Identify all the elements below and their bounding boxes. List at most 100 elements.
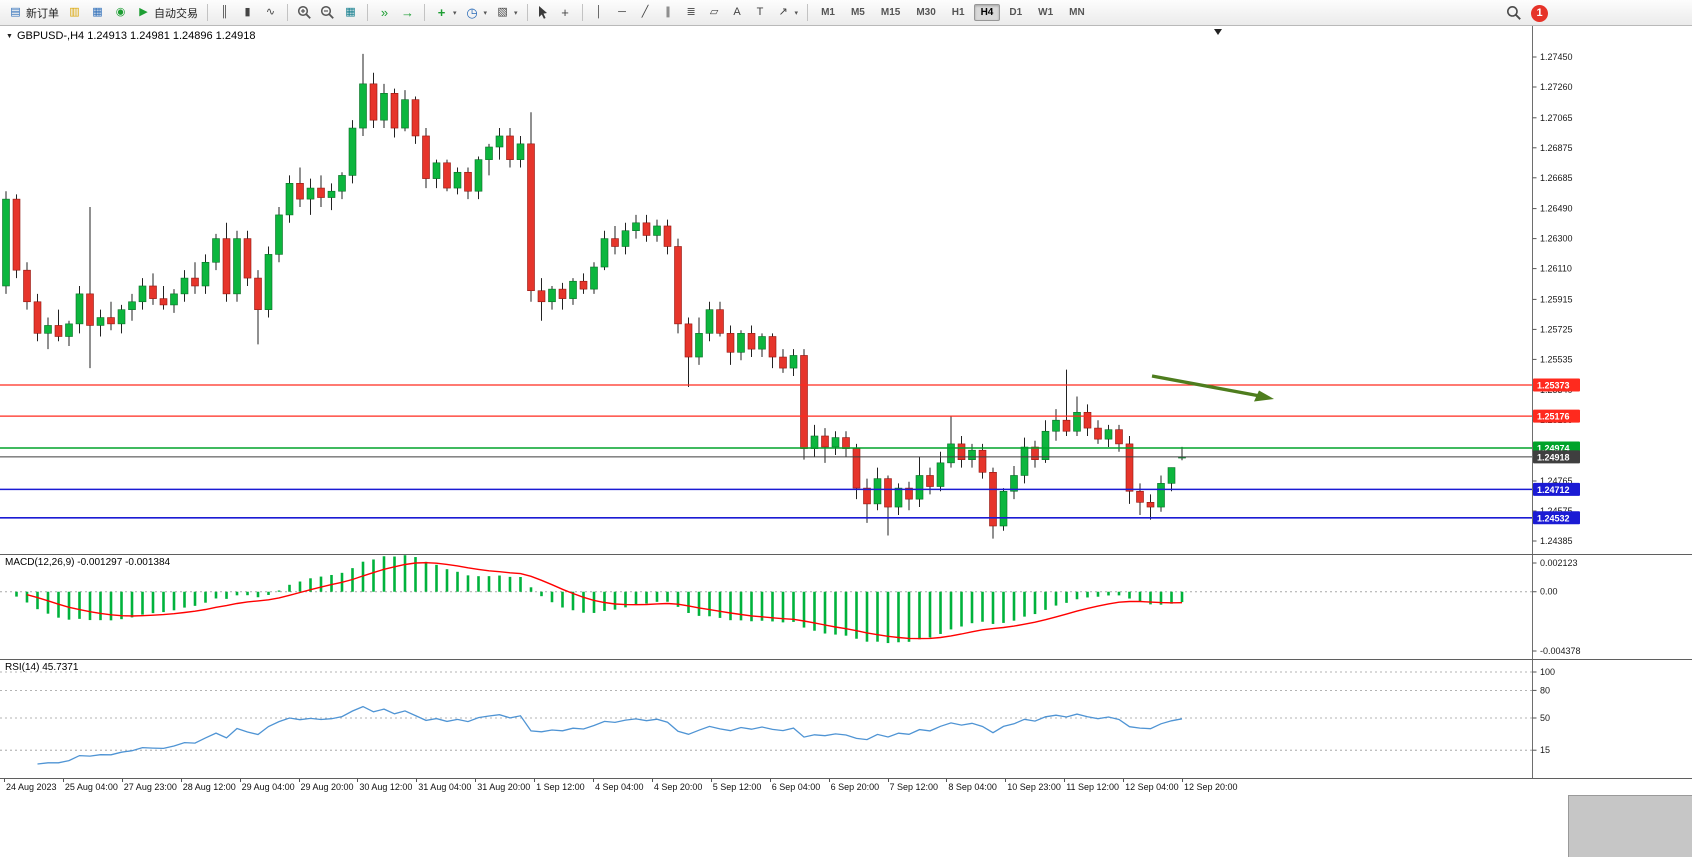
candle-body xyxy=(558,288,567,299)
profiles-button[interactable]: ▥ xyxy=(63,2,86,24)
price-tick-label: 1.24765 xyxy=(1540,476,1573,486)
timeframe-button-h1[interactable]: H1 xyxy=(951,7,965,18)
candle-body xyxy=(831,437,840,448)
cursor-button[interactable] xyxy=(533,2,554,24)
new-order-label: 新订单 xyxy=(26,7,59,20)
tile-windows-button[interactable]: ▦ xyxy=(339,2,362,24)
price-tick-label: 1.27450 xyxy=(1540,52,1573,62)
candle-body xyxy=(149,285,157,299)
time-tick-mark xyxy=(180,779,182,782)
candle-body xyxy=(75,293,84,325)
time-axis-label: 6 Sep 04:00 xyxy=(771,782,821,792)
vertical-line-icon: │ xyxy=(595,6,603,18)
candle-body xyxy=(527,143,535,292)
timeframe-button-d1[interactable]: D1 xyxy=(1009,7,1023,18)
zoom-out-icon xyxy=(320,5,334,19)
macd-tick-label: -0.004378 xyxy=(1540,646,1581,656)
candle-body xyxy=(96,317,105,326)
timeframe-button-m5[interactable]: M5 xyxy=(850,7,865,18)
auto-scroll-button[interactable]: → xyxy=(396,2,419,24)
candle-body xyxy=(390,93,399,129)
news-button[interactable]: ◉ xyxy=(109,2,132,24)
timeframe-button-m1[interactable]: M1 xyxy=(821,7,835,18)
candle-body xyxy=(128,301,136,310)
trend-arrow[interactable] xyxy=(1151,374,1261,398)
price-level-badge-label: 1.24712 xyxy=(1537,485,1570,495)
arrows-button[interactable]: ↗ ▾ xyxy=(772,2,803,24)
candle-body xyxy=(65,323,73,337)
chart-shift-button[interactable]: » xyxy=(373,2,396,24)
candle-body xyxy=(695,333,703,358)
price-tick-label: 1.27065 xyxy=(1540,113,1573,123)
candlestick-chart[interactable]: 1.27450 1.27260 1.27065 1.26875 1.26685 1.264… xyxy=(0,26,1692,554)
toolbar-separator xyxy=(367,4,368,21)
templates-button[interactable]: ▧ ▾ xyxy=(491,2,522,24)
crosshair-button[interactable]: + xyxy=(554,2,577,24)
candle-body xyxy=(1041,430,1050,460)
price-tick-label: 1.24575 xyxy=(1540,506,1573,516)
search-icon[interactable] xyxy=(1506,5,1522,21)
timeframe-button-mn[interactable]: MN xyxy=(1069,7,1085,18)
auto-trading-button[interactable]: ▶ 自动交易 xyxy=(132,2,202,24)
channel-button[interactable]: ∥ xyxy=(657,2,680,24)
notification-badge[interactable]: 1 xyxy=(1531,4,1548,22)
periods-button[interactable]: ◷ ▾ xyxy=(461,2,492,24)
macd-label: MACD(12,26,9) -0.001297 -0.001384 xyxy=(5,557,171,568)
chart-shift-marker[interactable] xyxy=(1214,29,1222,35)
toolbar-separator xyxy=(424,4,425,21)
rsi-chart[interactable]: 100 80 50 15 xyxy=(0,660,1692,778)
vertical-line-button[interactable]: │ xyxy=(588,2,611,24)
data-window-icon: ▦ xyxy=(92,6,103,18)
macd-panel[interactable]: MACD(12,26,9) -0.001297 -0.001384 0.0021… xyxy=(0,554,1692,659)
text-button[interactable]: A xyxy=(726,2,749,24)
price-tick-label: 1.26110 xyxy=(1540,264,1572,274)
text-label-button[interactable]: T xyxy=(749,2,772,24)
data-window-button[interactable]: ▦ xyxy=(86,2,109,24)
timeframe-group: M1 M5 M15 M30 H1 H4 D1 W1 MN xyxy=(813,4,1093,21)
rsi-panel[interactable]: RSI(14) 45.7371 100 80 50 15 xyxy=(0,659,1692,778)
price-level-badge xyxy=(1533,378,1580,392)
time-axis[interactable]: 24 Aug 2023 25 Aug 04:00 27 Aug 23:00 28 Au… xyxy=(0,778,1692,795)
zoom-in-button[interactable] xyxy=(293,2,316,24)
shapes-button[interactable]: ▱ xyxy=(703,2,726,24)
line-chart-button[interactable]: ∿ xyxy=(259,2,282,24)
candle-body xyxy=(1115,429,1123,445)
candle-body xyxy=(401,99,409,129)
trendline-button[interactable]: ╱ xyxy=(634,2,657,24)
main-chart-panel[interactable]: ▼ GBPUSD-,H4 1.24913 1.24981 1.24896 1.2… xyxy=(0,26,1692,554)
text-icon: A xyxy=(733,6,741,18)
time-axis-label: 24 Aug 2023 xyxy=(6,782,57,792)
macd-chart[interactable]: 0.002123 0.00 -0.004378 xyxy=(0,555,1692,659)
timeframe-button-h4[interactable]: H4 xyxy=(973,4,1001,21)
add-indicator-button[interactable]: + ▾ xyxy=(430,2,461,24)
horizontal-line-button[interactable]: ─ xyxy=(611,2,634,24)
candlestick-chart-button[interactable]: ▮ xyxy=(236,2,259,24)
candle-body xyxy=(212,238,220,263)
rsi-tick-label: 15 xyxy=(1540,745,1550,755)
candle-body xyxy=(1104,429,1113,440)
collapse-triangle-icon[interactable]: ▼ xyxy=(6,32,13,40)
timeframe-button-m15[interactable]: M15 xyxy=(880,7,901,18)
price-level-badge-label: 1.24974 xyxy=(1537,443,1570,453)
candle-body xyxy=(569,280,577,299)
new-order-button[interactable]: ▤ 新订单 xyxy=(4,2,63,24)
time-axis-label: 12 Sep 20:00 xyxy=(1184,782,1238,792)
candle-body xyxy=(821,435,829,448)
time-axis-label: 10 Sep 23:00 xyxy=(1007,782,1061,792)
toolbar-right-area: 1 xyxy=(1506,0,1548,26)
time-axis-label: 27 Aug 23:00 xyxy=(123,782,177,792)
price-tick-label: 1.24385 xyxy=(1540,536,1573,546)
candle-body xyxy=(432,162,441,179)
bar-chart-button[interactable]: ║ xyxy=(213,2,236,24)
zoom-out-button[interactable] xyxy=(316,2,339,24)
candle-body xyxy=(894,487,903,508)
toolbar-separator xyxy=(807,4,809,21)
timeframe-button-w1[interactable]: W1 xyxy=(1038,7,1054,18)
candle-body xyxy=(23,269,31,303)
timeframe-button-m30[interactable]: M30 xyxy=(916,7,936,18)
time-tick-mark xyxy=(887,779,889,782)
candle-body xyxy=(884,478,892,508)
text-label-icon: T xyxy=(756,6,764,18)
candle-body xyxy=(705,309,714,334)
fibonacci-button[interactable]: ≣ xyxy=(680,2,703,24)
